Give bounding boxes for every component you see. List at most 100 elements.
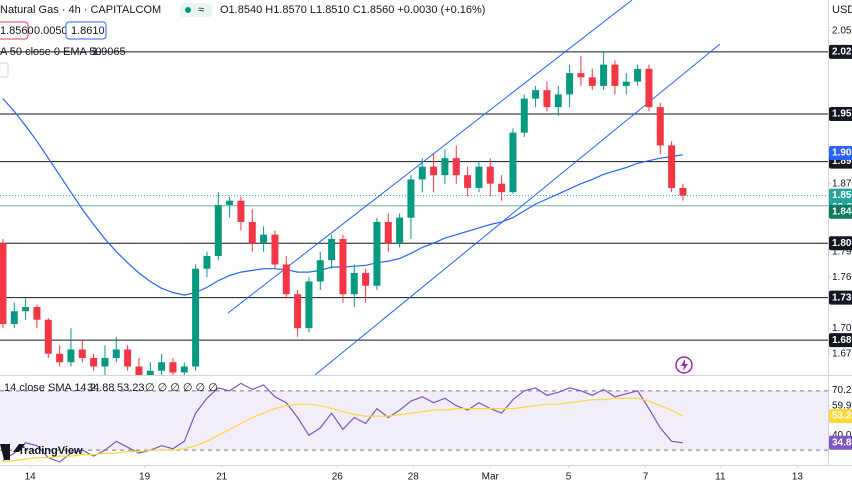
candle-body — [622, 81, 630, 86]
candle-body — [475, 166, 483, 188]
rsi-line — [2, 397, 684, 463]
candle-body — [407, 179, 415, 218]
tv-mark — [0, 444, 25, 460]
candle-body — [634, 68, 642, 82]
level-label: 1.896 — [832, 156, 852, 167]
candle-body — [214, 204, 222, 256]
rsi-pane — [0, 382, 828, 463]
level-label: 1.686 — [832, 335, 852, 346]
candle-body — [566, 73, 574, 95]
candle-body — [611, 64, 619, 86]
sell-button[interactable] — [0, 21, 29, 40]
candle-body — [67, 349, 75, 363]
ema-value: 1.9065 — [92, 46, 126, 58]
rsi-value: 34.88 — [87, 382, 115, 394]
x-tick-label: 14 — [25, 472, 37, 483]
rsi-tick-label: 70.2 — [832, 385, 852, 396]
candle-body — [56, 353, 64, 363]
x-tick-label: 19 — [139, 472, 151, 483]
rsi-tag-label: 34.88 — [832, 437, 852, 448]
candle-body — [135, 366, 143, 375]
candle-body — [418, 166, 426, 180]
level-tag — [829, 290, 852, 305]
candle-body — [668, 145, 676, 188]
x-tick-label: 28 — [408, 472, 420, 483]
candle-body — [384, 221, 392, 244]
x-tick-label: Mar — [482, 472, 500, 483]
y-tick-label: 1.870 — [832, 178, 852, 189]
ema-tag-label: 1.906 — [832, 148, 852, 159]
rsi-legend: 14 close SMA 14 2 — [4, 382, 96, 394]
candle-body — [350, 272, 358, 295]
level-tag — [829, 106, 852, 121]
candle-body — [180, 366, 188, 373]
lightning — [681, 359, 688, 371]
candle-body — [373, 221, 381, 286]
rsi-tag-label: 53.23 — [832, 411, 852, 422]
y-tick-label: 1.760 — [832, 272, 852, 283]
candle-body — [430, 166, 438, 176]
channel-line — [314, 43, 721, 375]
y-tick-label: 1.790 — [832, 246, 852, 257]
candle-body — [78, 349, 86, 358]
y-tick-label: 1.700 — [832, 323, 852, 334]
candle-body — [679, 187, 687, 196]
candle-body — [248, 221, 256, 244]
x-tick-label: 26 — [332, 472, 344, 483]
x-tick-label: 7 — [643, 472, 649, 483]
candle-body — [226, 200, 234, 205]
symbol: Natural Gas · 4h · CAPITALCOM — [0, 4, 161, 16]
x-tick-label: 11 — [715, 472, 726, 483]
candle-body — [203, 255, 211, 269]
rsi-tick-label: 59.9 — [832, 400, 852, 411]
candle-body — [10, 311, 18, 324]
ema-legend: A 50 close 0 EMA 50 — [0, 46, 102, 58]
buy-button[interactable] — [65, 21, 107, 40]
candle-body — [486, 166, 494, 184]
candle-body — [339, 238, 347, 295]
level-label: 1.736 — [832, 292, 852, 303]
candle-body — [543, 90, 551, 108]
candle-body — [282, 264, 290, 295]
candle-body — [22, 306, 30, 312]
candle-body — [0, 243, 7, 324]
status-badge[interactable] — [180, 3, 212, 17]
candle-body — [305, 281, 313, 329]
candle-body — [112, 349, 120, 358]
buy-price: 1.8610 — [71, 25, 105, 37]
candle-body — [441, 158, 449, 176]
market-open-dot — [185, 7, 191, 13]
currency: USD — [832, 4, 852, 16]
y-tick-label: 1.670 — [832, 348, 852, 359]
candle-body — [362, 272, 370, 286]
candle-body — [520, 98, 528, 133]
y-tick-label: 2.050 — [832, 25, 852, 36]
candle-body — [316, 260, 324, 282]
spread: 0.0050 — [34, 25, 68, 37]
candle-body — [498, 183, 506, 193]
rsi-tick-label: 40.0 — [832, 430, 852, 441]
sell-price: 1.8560 — [0, 25, 34, 37]
x-tick-label: 21 — [216, 472, 228, 483]
level-label: 1.952 — [832, 109, 852, 120]
candle-body — [33, 306, 41, 320]
candle-body — [464, 175, 472, 188]
candle-body — [645, 68, 653, 108]
status-icon: ≈ — [198, 4, 204, 16]
candle-body — [577, 73, 585, 78]
collapse-button[interactable] — [0, 62, 9, 78]
channel-line — [227, 0, 633, 314]
candle-body — [192, 268, 200, 367]
candle-body — [237, 200, 245, 222]
price-pane — [0, 0, 828, 375]
x-tick-label: 13 — [792, 472, 804, 483]
level-tag — [829, 44, 852, 59]
bid-label: 1.844 — [832, 206, 852, 217]
rsi-sma-value: 53.23 — [117, 382, 145, 394]
rsi-tag — [829, 435, 852, 450]
rsi-band — [0, 390, 828, 451]
candle-body — [600, 64, 608, 86]
level-label: 2.025 — [832, 47, 852, 58]
